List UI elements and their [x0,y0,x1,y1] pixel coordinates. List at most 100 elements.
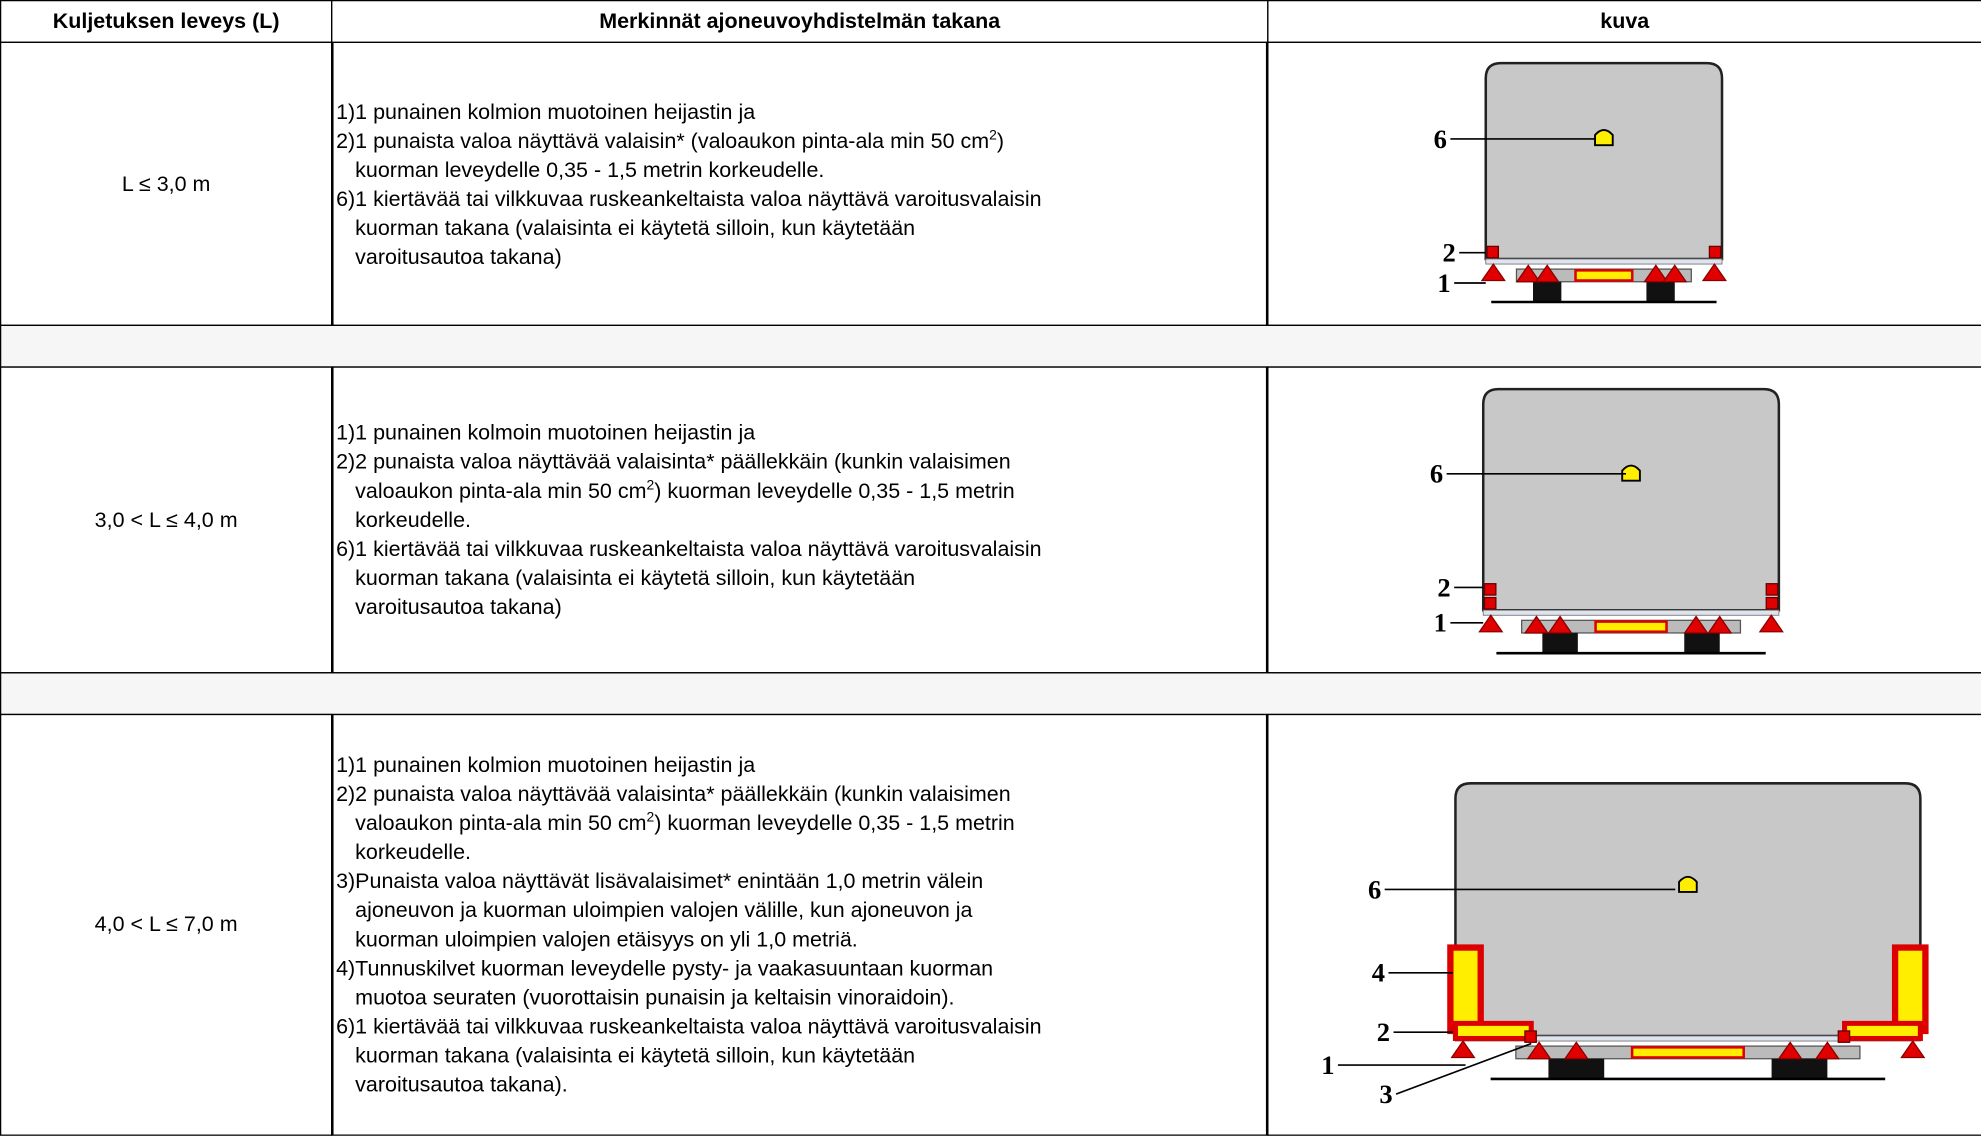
reflector-triangle [1707,615,1733,634]
reflector-triangle [1777,1041,1803,1060]
line: varoitusautoa takana) [355,595,562,620]
wheel [1533,281,1562,302]
item: 1) 1 punainen kolmoin muotoinen heijastin… [336,418,755,447]
item-number: 3) [336,869,356,894]
markings-cell: 1) 1 punainen kolmion muotoinen heijastin… [331,41,1269,326]
rear-lamp [1483,596,1497,610]
reflector-plate [1630,1046,1745,1059]
figure-label: 6 [1368,874,1381,904]
superscript: 2 [646,477,655,494]
item-text: 1 punaista valoa näyttävä valaisin* (val… [355,126,1004,184]
reflector-triangle [1758,614,1784,633]
item: 6) 1 kiertävää tai vilkkuvaa ruskeankelta… [336,534,1042,621]
reflector-triangle [1662,264,1688,283]
reflector-triangle [1534,264,1560,283]
line: 1 punainen kolmion muotoinen heijastin j… [355,99,756,124]
line: Punaista valoa näyttävät lisävalaisimet*… [355,869,984,894]
reflector-triangle [1814,1041,1840,1060]
rear-lamp [1765,596,1779,610]
warning-lamp [1594,129,1614,147]
item: 1) 1 punainen kolmion muotoinen heijastin… [336,750,755,779]
item-text: 1 punainen kolmion muotoinen heijastin j… [355,750,755,779]
text-segment: 1 punaista valoa näyttävä valaisin* (val… [355,128,990,153]
marker-board [1447,944,1484,1035]
wheel [1771,1058,1828,1079]
line: varoitusautoa takana) [355,244,562,269]
line: 1 kiertävää tai vilkkuvaa ruskeankeltais… [355,1014,1042,1039]
wheel [1548,1058,1605,1079]
warning-lamp [1621,464,1641,482]
reflector-triangle [1683,615,1709,634]
figure-cell [1267,41,1981,326]
item-number: 4) [336,956,356,981]
item-number: 6) [336,186,356,211]
item-text: 1 punainen kolmoin muotoinen heijastin j… [355,418,755,447]
text-segment: ) [996,128,1005,153]
line: korkeudelle. [355,840,471,865]
wheel [1542,632,1578,654]
item-text: 1 punainen kolmion muotoinen heijastin j… [355,97,755,126]
line: ajoneuvon ja kuorman uloimpien valojen v… [355,898,973,923]
line: valoaukon pinta-ala min 50 cm2) kuorman … [355,476,1015,505]
line: 1 kiertävää tai vilkkuvaa ruskeankeltais… [355,186,1042,211]
rear-lamp [1483,583,1497,596]
markings-cell: 1) 1 punainen kolmoin muotoinen heijastin… [331,366,1269,674]
superscript: 2 [646,810,655,826]
figure-label: 2 [1377,1017,1390,1047]
line: muotoa seuraten (vuorottaisin punaisin j… [355,985,955,1010]
line: 2 punaista valoa näyttävää valaisinta* p… [355,449,1011,474]
rear-lamp [1708,245,1722,259]
reflector-triangle [1478,614,1504,633]
wheel [1684,632,1720,654]
reflector-triangle [1643,264,1669,283]
line: varoitusautoa takana). [355,1072,568,1097]
line: valoaukon pinta-ala min 50 cm2) kuorman … [355,809,1015,838]
item: 3) Punaista valoa näyttävät lisävalaisime… [336,867,983,954]
item: 1) 1 punainen kolmion muotoinen heijastin… [336,97,755,126]
width-text: 3,0 < L ≤ 4,0 m [94,507,238,532]
width-text: 4,0 < L ≤ 7,0 m [94,912,238,937]
line: Tunnuskilvet kuorman leveydelle pysty- j… [355,956,994,981]
item-number: 2) [336,782,356,807]
text-segment: ) kuorman leveydelle 0,35 - 1,5 metrin [654,811,1015,836]
item-text: Punaista valoa näyttävät lisävalaisimet*… [355,867,983,954]
text-segment: ) kuorman leveydelle 0,35 - 1,5 metrin [654,478,1015,503]
item: 2) 2 punaista valoa näyttävää valaisinta*… [336,780,1015,867]
reflector-plate [1574,269,1634,282]
item: 2) 1 punaista valoa näyttävä valaisin* (v… [336,126,1004,184]
figure-label: 6 [1430,459,1443,489]
item: 6) 1 kiertävää tai vilkkuvaa ruskeankelta… [336,184,1042,271]
line: kuorman takana (valaisinta ei käytetä si… [355,215,916,240]
figure-label: 6 [1434,124,1447,154]
width-cell: 3,0 < L ≤ 4,0 m [0,366,333,674]
load-body [1484,61,1724,261]
figure-label: 1 [1437,268,1450,298]
line: 1 punainen kolmoin muotoinen heijastin j… [355,420,756,445]
reflector-triangle [1480,262,1506,282]
line: korkeudelle. [355,507,471,532]
line: 1 punaista valoa näyttävä valaisin* (val… [355,126,1004,155]
load-body [1481,387,1781,612]
item-text: 2 punaista valoa näyttävää valaisinta* p… [355,447,1015,534]
figure-label: 1 [1434,608,1447,638]
reflector-triangle [1515,264,1541,283]
warning-lamp [1678,875,1698,893]
text-segment: valoaukon pinta-ala min 50 cm [355,478,647,503]
wheel [1646,281,1675,302]
line: kuorman takana (valaisinta ei käytetä si… [355,566,916,591]
figure-label: 2 [1442,238,1455,268]
line: kuorman leveydelle 0,35 - 1,5 metrin kor… [355,157,825,182]
line: 1 punainen kolmion muotoinen heijastin j… [355,752,756,777]
rear-lamp [1765,583,1779,596]
leader-line [1395,1042,1532,1095]
reflector-plate [1594,620,1668,633]
figure-label: 1 [1321,1050,1334,1080]
item-text: 1 kiertävää tai vilkkuvaa ruskeankeltais… [355,534,1041,621]
width-text: L ≤ 3,0 m [121,171,211,196]
load-body [1454,782,1922,1038]
marker-board [1891,944,1929,1035]
item-text: 1 kiertävää tai vilkkuvaa ruskeankeltais… [355,184,1041,271]
